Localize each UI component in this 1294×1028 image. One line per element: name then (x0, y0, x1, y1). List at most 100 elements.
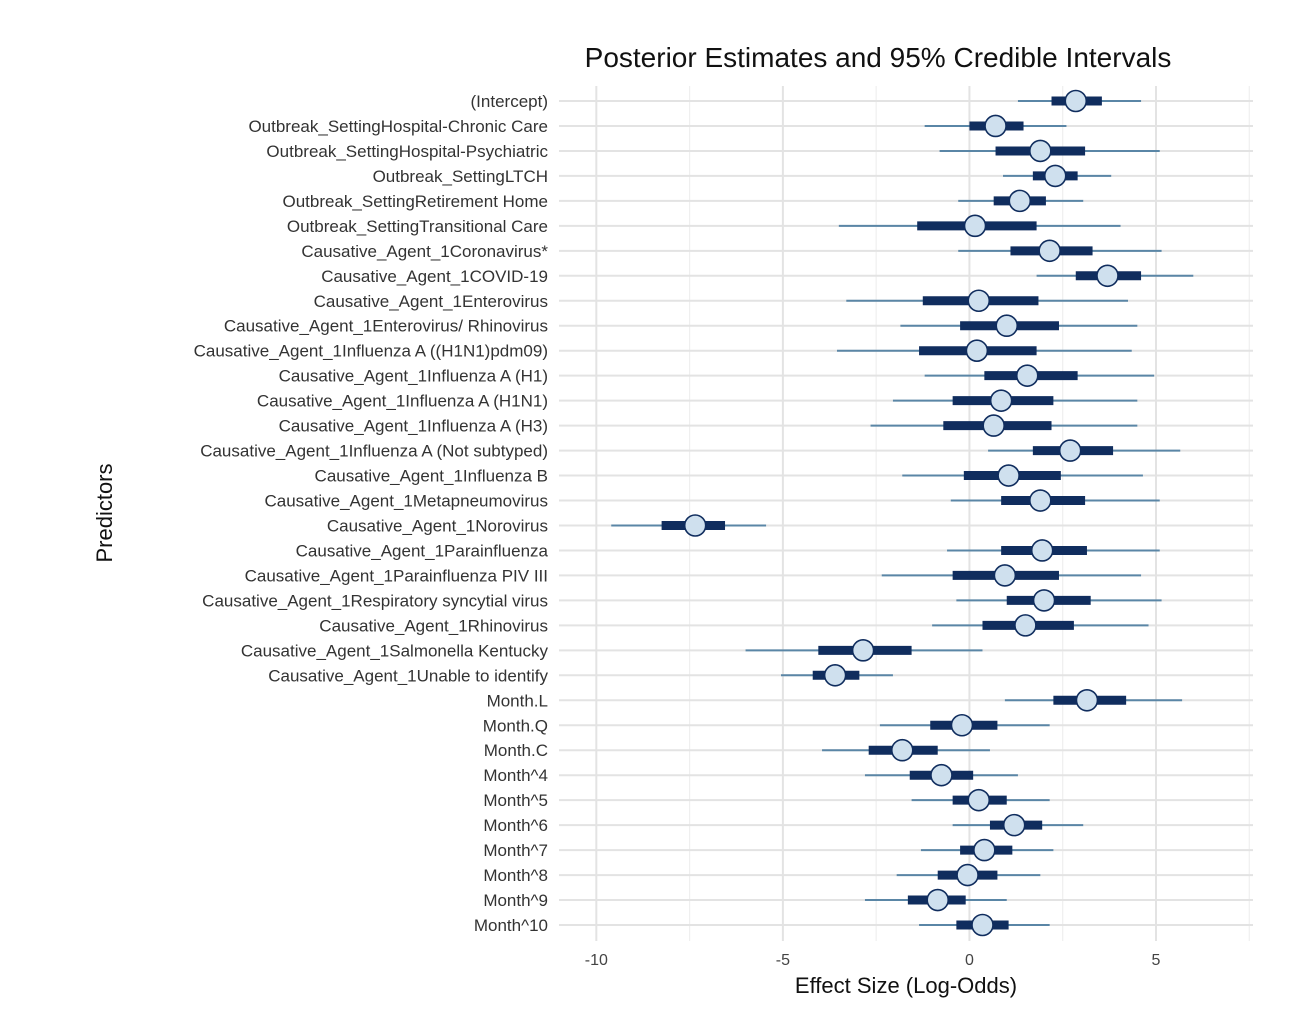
predictor-row-mark (745, 639, 983, 662)
predictor-label: Causative_Agent_1Norovirus (327, 516, 548, 535)
predictor-row-mark (956, 589, 1162, 612)
predictor-label: Causative_Agent_1Enterovirus (314, 292, 548, 311)
predictor-label: Causative_Agent_1Salmonella Kentucky (241, 641, 549, 660)
predictor-label: Outbreak_SettingHospital-Chronic Care (248, 117, 548, 136)
predictor-label: Causative_Agent_1Influenza A ((H1N1)pdm0… (194, 342, 548, 361)
predictor-label: Month.C (484, 741, 548, 760)
predictor-row-mark (864, 763, 1018, 787)
predictor-label: Causative_Agent_1COVID-19 (321, 267, 548, 286)
point-estimate (1029, 139, 1052, 163)
predictor-row-mark (892, 389, 1138, 412)
predictor-label: Month^9 (483, 891, 548, 910)
predictor-row-mark (950, 489, 1160, 512)
predictor-label: Month.L (487, 691, 548, 710)
point-estimate (1096, 264, 1119, 288)
predictor-label: Outbreak_SettingTransitional Care (287, 217, 548, 236)
predictor-label: Causative_Agent_1Unable to identify (268, 666, 548, 685)
predictor-row-mark (822, 738, 990, 762)
predictor-row-mark (924, 364, 1155, 387)
predictor-label: Month^7 (483, 841, 548, 860)
predictor-row-mark (939, 139, 1160, 163)
point-estimate (930, 763, 953, 787)
point-estimate (1002, 813, 1026, 837)
predictor-row-mark (1036, 264, 1194, 288)
point-estimate (965, 339, 989, 363)
predictor-label: Month^6 (483, 816, 548, 835)
predictor-label: Outbreak_SettingHospital-Psychiatric (266, 142, 548, 161)
point-estimate (995, 314, 1019, 338)
predictor-label: Month^10 (474, 916, 548, 935)
predictor-label: Causative_Agent_1Influenza B (315, 467, 548, 486)
point-estimate (1015, 364, 1039, 387)
predictor-row-mark (836, 339, 1132, 363)
predictor-row-mark (879, 713, 1050, 737)
predictor-label: Month^5 (483, 791, 548, 810)
point-estimate (956, 863, 979, 887)
point-estimate (1029, 489, 1052, 512)
predictor-row-mark (1003, 164, 1112, 188)
point-estimate (890, 738, 914, 762)
predictor-label: Causative_Agent_1Coronavirus* (301, 242, 548, 261)
predictor-row-mark (846, 289, 1129, 313)
point-estimate (1008, 189, 1032, 213)
point-estimate (971, 913, 994, 937)
point-estimate (1030, 539, 1054, 562)
predictor-row-mark (896, 863, 1041, 887)
predictor-label: Month^8 (483, 866, 548, 885)
predictor-label: Causative_Agent_1Respiratory syncytial v… (202, 591, 548, 610)
point-estimate (989, 389, 1013, 412)
predictor-label: Month^4 (483, 766, 548, 785)
predictor-row-mark (902, 464, 1143, 487)
predictor-label: Outbreak_SettingRetirement Home (282, 192, 548, 211)
point-estimate (993, 564, 1017, 587)
predictor-row-mark (838, 214, 1121, 238)
grid-lines (559, 86, 1253, 941)
predictor-row-mark (958, 239, 1162, 263)
y-axis-title: Predictors (92, 463, 117, 562)
point-estimate (851, 639, 875, 662)
predictor-labels: (Intercept) Outbreak_SettingHospital-Chro… (194, 92, 549, 935)
predictor-row-mark (870, 414, 1138, 437)
point-estimate (1014, 614, 1037, 637)
predictor-row-mark (919, 913, 1050, 937)
predictor-row-mark (864, 888, 1007, 912)
point-estimate (967, 289, 991, 313)
x-tick-label: 5 (1152, 952, 1161, 969)
predictor-label: Outbreak_SettingLTCH (373, 167, 548, 186)
predictor-label: Causative_Agent_1Influenza A (H1N1) (257, 392, 548, 411)
x-axis-ticks: -10 -5 0 5 (585, 952, 1161, 969)
x-tick-label: -5 (776, 952, 790, 969)
point-estimate (1058, 439, 1082, 462)
predictor-label: Causative_Agent_1Metapneumovirus (264, 492, 548, 511)
predictor-label: Causative_Agent_1Influenza A (H3) (279, 417, 548, 436)
predictor-row-mark (932, 614, 1149, 637)
point-estimate (1075, 688, 1099, 712)
predictor-row-mark (920, 838, 1054, 862)
predictor-label: Month.Q (483, 716, 548, 735)
predictor-row-mark (1004, 688, 1183, 712)
predictor-row-mark (781, 664, 893, 687)
point-estimate (997, 464, 1020, 487)
predictor-row-mark (924, 114, 1067, 138)
interval-marks (611, 89, 1194, 937)
predictor-label: Causative_Agent_1Parainfluenza (296, 541, 549, 560)
predictor-label: (Intercept) (471, 92, 548, 111)
predictor-row-mark (988, 439, 1181, 462)
predictor-label: Causative_Agent_1Influenza A (Not subtyp… (200, 442, 548, 461)
chart-title: Posterior Estimates and 95% Credible Int… (585, 42, 1172, 73)
predictor-row-mark (947, 539, 1160, 562)
point-estimate (926, 888, 950, 912)
predictor-label: Causative_Agent_1Parainfluenza PIV III (245, 566, 548, 585)
predictor-row-mark (952, 813, 1084, 837)
point-estimate (823, 664, 847, 687)
point-estimate (984, 114, 1007, 138)
x-axis-title: Effect Size (Log-Odds) (795, 973, 1017, 998)
predictor-row-mark (881, 564, 1142, 587)
predictor-row-mark (958, 189, 1084, 213)
point-estimate (1038, 239, 1061, 263)
point-estimate (963, 214, 987, 238)
predictor-row-mark (1017, 89, 1142, 113)
point-estimate (950, 713, 974, 737)
predictor-row-mark (611, 514, 767, 537)
